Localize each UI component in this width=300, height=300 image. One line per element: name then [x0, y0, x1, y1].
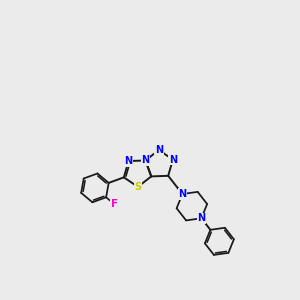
Text: N: N [197, 213, 206, 223]
Text: S: S [134, 182, 142, 192]
Text: N: N [155, 145, 163, 155]
Text: N: N [124, 156, 133, 166]
Text: F: F [111, 199, 118, 209]
Text: N: N [141, 155, 149, 166]
Text: N: N [169, 154, 177, 164]
Text: N: N [178, 189, 187, 199]
